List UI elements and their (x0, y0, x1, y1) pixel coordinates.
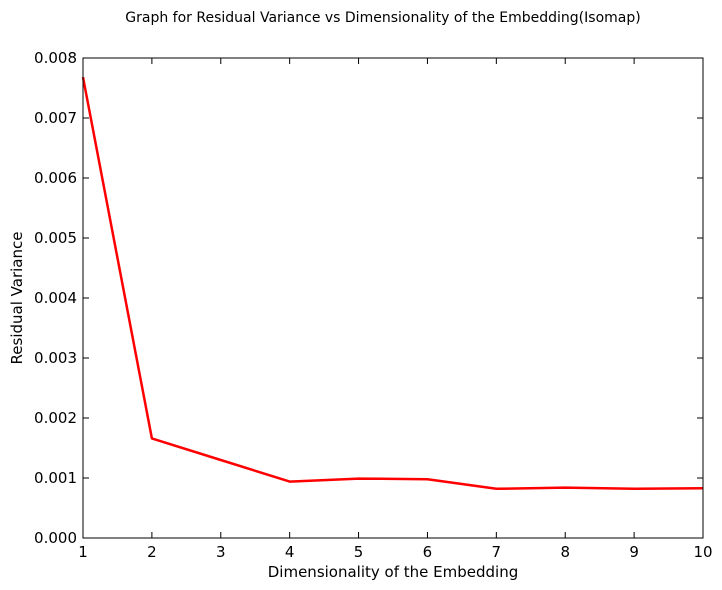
x-tick-label: 3 (216, 543, 226, 561)
x-axis-label: Dimensionality of the Embedding (268, 563, 518, 581)
x-tick-label: 7 (492, 543, 502, 561)
y-tick-label: 0.008 (34, 49, 77, 67)
x-tick-label: 9 (629, 543, 639, 561)
plot-area-frame (82, 57, 704, 539)
y-tick-label: 0.001 (34, 469, 77, 487)
y-tick-label: 0.003 (34, 349, 77, 367)
chart-title: Graph for Residual Variance vs Dimension… (125, 10, 640, 26)
y-tick-label: 0.006 (34, 169, 77, 187)
x-tick-label: 10 (693, 543, 712, 561)
x-tick-label: 8 (560, 543, 570, 561)
y-tick-label: 0.004 (34, 289, 77, 307)
x-tick-label: 4 (285, 543, 295, 561)
x-tick-label: 5 (354, 543, 364, 561)
x-tick-label: 2 (147, 543, 157, 561)
series-line-0 (81, 76, 704, 491)
x-tick-label: 6 (423, 543, 433, 561)
y-tick-label: 0.002 (34, 409, 77, 427)
y-axis-label: Residual Variance (8, 232, 26, 365)
y-tick-label: 0.007 (34, 109, 77, 127)
x-tick-label: 1 (78, 543, 88, 561)
y-tick-label: 0.005 (34, 229, 77, 247)
y-tick-label: 0.000 (34, 529, 77, 547)
